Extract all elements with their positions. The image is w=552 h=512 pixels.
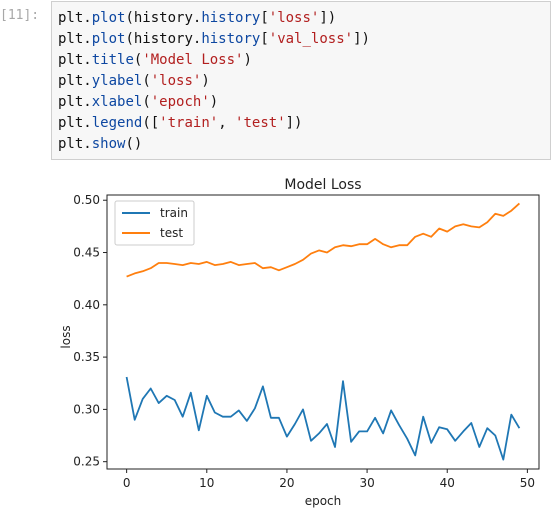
code-token: 'val_loss': [268, 31, 354, 47]
code-token: xlabel: [91, 94, 143, 110]
code-token: plt: [58, 136, 84, 152]
legend-label-train: train: [160, 206, 188, 220]
y-tick-label: 0.25: [73, 455, 100, 469]
y-tick-label: 0.50: [73, 193, 100, 207]
cell-prompt: [11]:: [0, 8, 40, 23]
code-token: plt: [58, 115, 84, 131]
x-tick-label: 0: [123, 476, 131, 490]
plot-area: [106, 194, 540, 470]
code-token: 'Model Loss': [142, 52, 244, 68]
code-token: [: [260, 10, 269, 26]
code-token: plt: [58, 94, 84, 110]
code-token: .: [83, 73, 92, 89]
code-token: .: [83, 115, 92, 131]
x-tick-label: 20: [279, 476, 294, 490]
code-token: plt: [58, 10, 84, 26]
code-token: title: [91, 52, 134, 68]
code-line: plt.ylabel('loss'): [58, 73, 210, 89]
code-token: 'epoch': [150, 94, 210, 110]
code-token: .: [83, 10, 92, 26]
y-tick-label: 0.40: [73, 298, 100, 312]
code-token: (: [142, 73, 151, 89]
legend-label-test: test: [160, 226, 183, 240]
code-token: history: [201, 10, 261, 26]
loss-chart: Model Loss 0.25 0.30 0.35 0.40 0.45 0.50 0 10 2…: [59, 177, 540, 508]
code-token: 'train': [159, 115, 219, 131]
code-line: plt.title('Model Loss'): [58, 52, 252, 68]
code-token: plt: [58, 31, 84, 47]
code-token: 'loss': [150, 73, 202, 89]
code-token: [: [260, 31, 269, 47]
code-token: (history.: [125, 31, 202, 47]
series-line-test: [126, 202, 521, 278]
code-token: ([: [142, 115, 160, 131]
code-token: (: [133, 52, 143, 68]
code-token: 'loss': [268, 10, 320, 26]
code-token: legend: [91, 115, 143, 131]
code-token: ylabel: [91, 73, 143, 89]
code-token: (: [142, 94, 151, 110]
code-line: plt.show(): [58, 136, 142, 152]
y-tick-label: 0.30: [73, 402, 100, 416]
code-line: plt.xlabel('epoch'): [58, 94, 218, 110]
code-token: history: [201, 31, 261, 47]
x-tick-label: 50: [520, 476, 535, 490]
code-token: (history.: [125, 10, 202, 26]
code-token: ): [201, 73, 210, 89]
code-token: show: [91, 136, 126, 152]
code-token: ): [243, 52, 252, 68]
x-axis-ticks: 0 10 20 30 40 50: [123, 469, 535, 490]
legend: train test: [114, 200, 195, 246]
code-token: ]): [285, 115, 303, 131]
y-tick-label: 0.45: [73, 246, 100, 260]
code-token: plot: [91, 10, 126, 26]
x-tick-label: 30: [359, 476, 374, 490]
code-token: ,: [218, 115, 236, 131]
y-axis-ticks: 0.25 0.30 0.35 0.40 0.45 0.50: [73, 193, 107, 469]
x-tick-label: 10: [199, 476, 214, 490]
code-token: ]): [353, 31, 370, 47]
output-area: Model Loss 0.25 0.30 0.35 0.40 0.45 0.50 0 10 2…: [0, 165, 552, 508]
x-tick-label: 40: [440, 476, 455, 490]
code-line: plt.plot(history.history['val_loss']): [58, 31, 370, 47]
code-line: plt.legend(['train', 'test']): [58, 115, 302, 131]
code-token: .: [83, 94, 92, 110]
y-tick-label: 0.35: [73, 350, 100, 364]
chart-title: Model Loss: [284, 177, 361, 193]
code-token: 'test': [235, 115, 286, 131]
code-editor[interactable]: plt.plot(history.history['loss']) plt.pl…: [58, 8, 370, 155]
code-token: plt: [58, 52, 84, 68]
code-token: ]): [319, 10, 337, 26]
code-token: plt: [58, 73, 84, 89]
code-token: .: [83, 31, 92, 47]
code-line: plt.plot(history.history['loss']): [58, 10, 336, 26]
code-token: .: [83, 52, 92, 68]
series-line-train: [125, 376, 521, 461]
y-axis-label: loss: [59, 325, 73, 348]
code-token: .: [83, 136, 92, 152]
code-token: (): [125, 136, 143, 152]
x-axis-label: epoch: [305, 494, 342, 508]
code-token: ): [209, 94, 219, 110]
series-lines: [125, 202, 521, 461]
code-token: plot: [91, 31, 126, 47]
code-cell[interactable]: plt.plot(history.history['loss']) plt.pl…: [51, 1, 551, 160]
